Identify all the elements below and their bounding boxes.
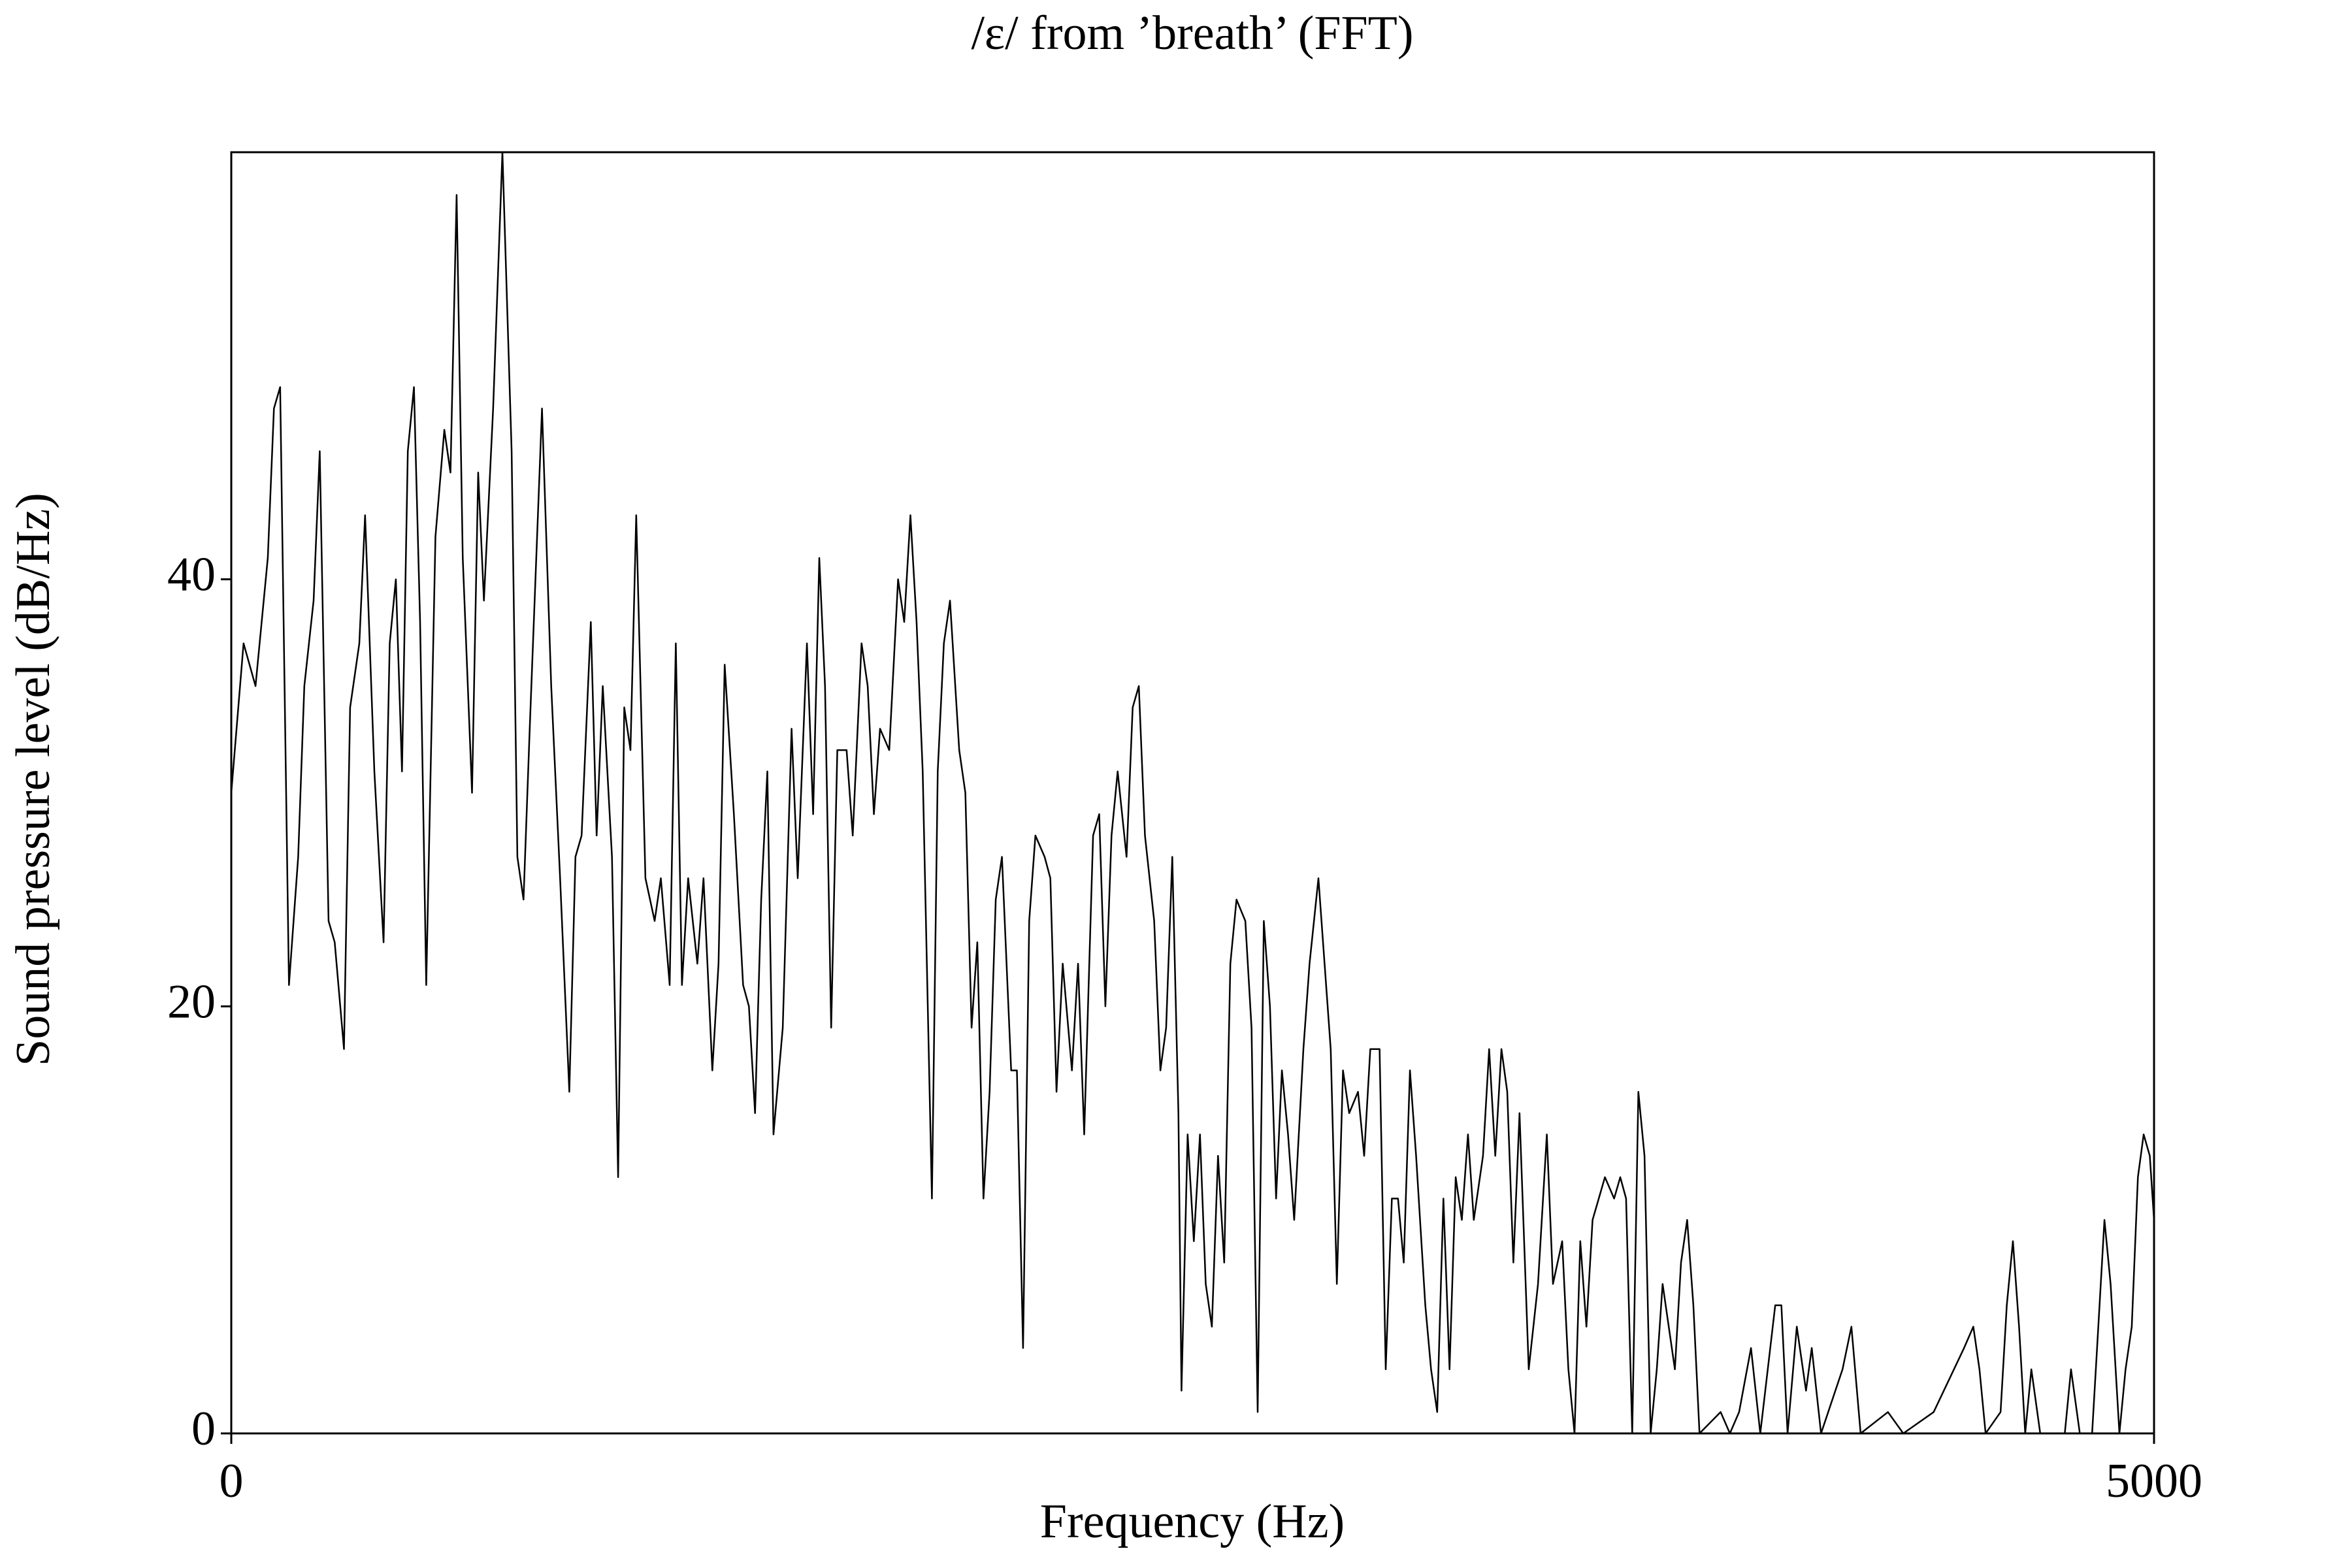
plot-frame bbox=[230, 151, 2155, 1435]
y-tick-label: 20 bbox=[167, 975, 216, 1028]
x-tick-label: 5000 bbox=[2106, 1454, 2202, 1508]
spectrum-line bbox=[230, 151, 2155, 1435]
x-axis-label: Frequency (Hz) bbox=[1040, 1495, 1345, 1548]
y-tick-label: 40 bbox=[167, 548, 216, 602]
x-tick-label: 0 bbox=[220, 1454, 244, 1508]
y-tick-label: 0 bbox=[191, 1402, 216, 1456]
y-axis-label: Sound pressure level (dB/Hz) bbox=[7, 493, 60, 1066]
chart-title: /ɛ/ from ’breath’ (FFT) bbox=[971, 7, 1413, 60]
